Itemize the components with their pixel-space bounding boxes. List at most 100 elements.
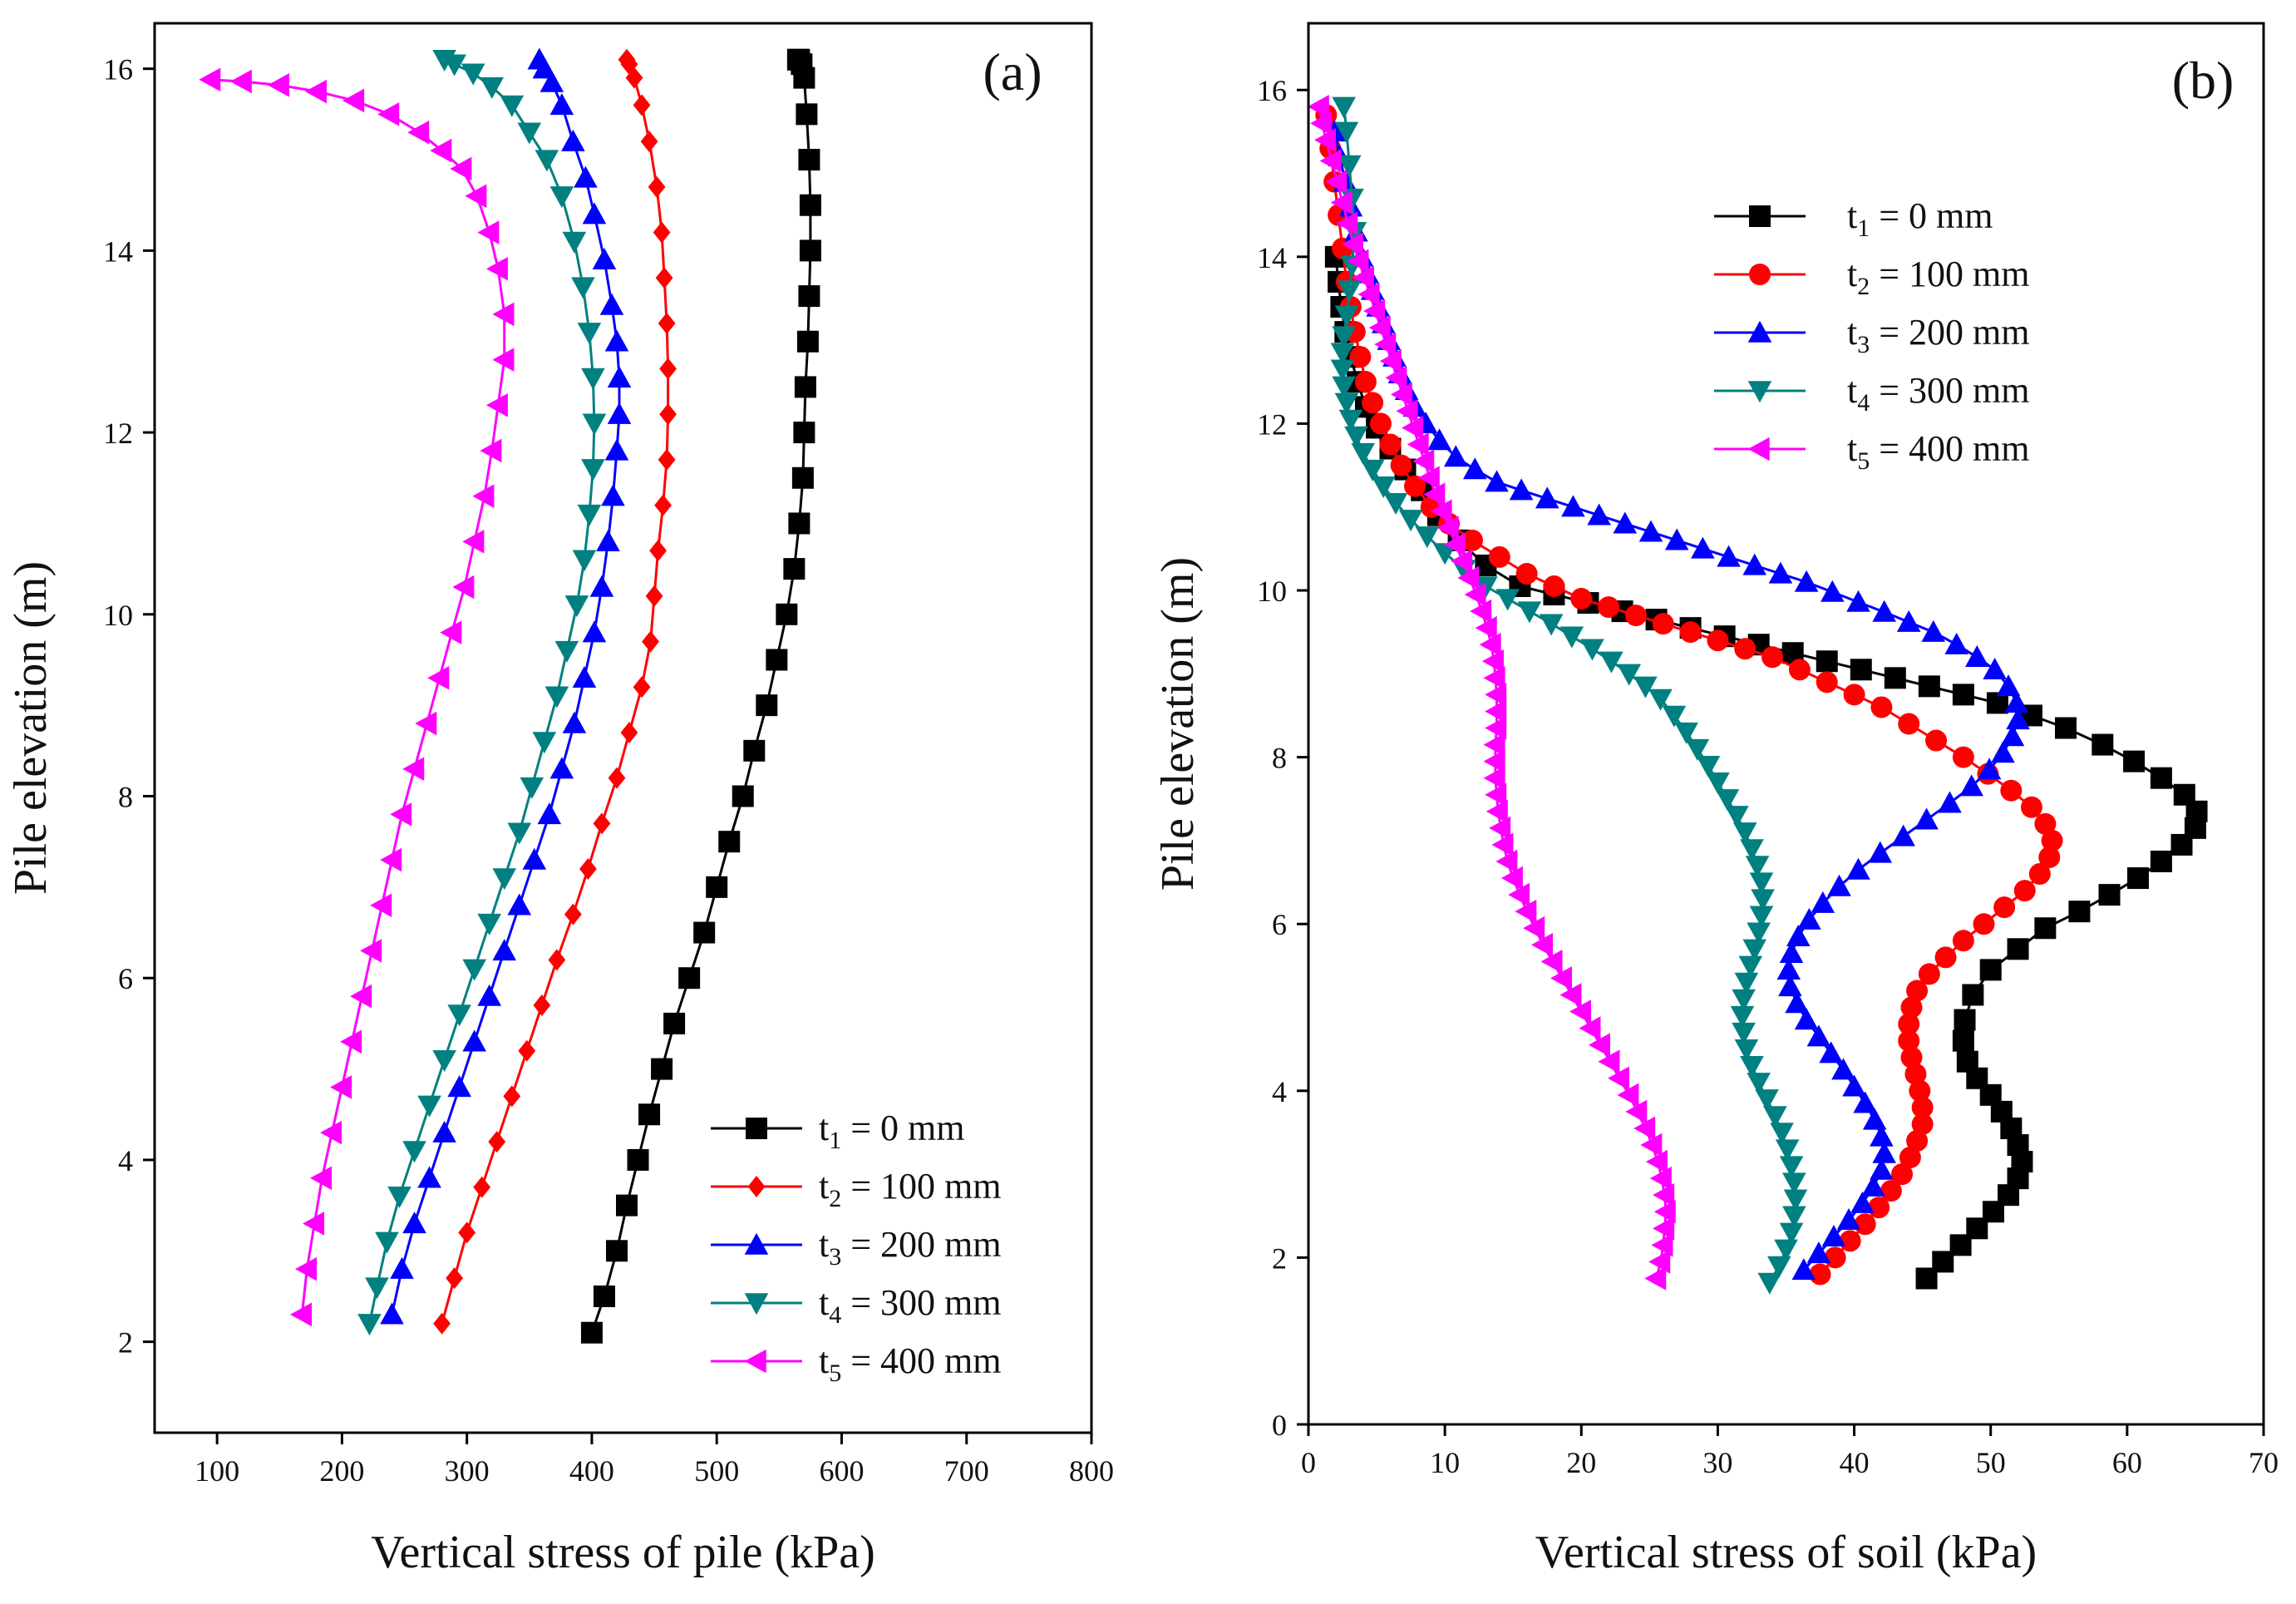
data-point xyxy=(1952,746,1974,768)
data-point xyxy=(654,494,672,516)
data-point xyxy=(1952,930,1974,952)
data-point xyxy=(574,165,598,188)
y-tick-label: 6 xyxy=(118,962,133,995)
data-point xyxy=(1569,999,1591,1024)
data-point xyxy=(1483,733,1505,757)
data-point xyxy=(581,368,605,390)
data-point xyxy=(2126,867,2149,890)
data-point xyxy=(756,694,778,717)
data-point xyxy=(593,812,611,835)
data-point xyxy=(1645,1149,1668,1174)
data-point xyxy=(1821,580,1845,602)
data-point xyxy=(1325,170,1348,194)
data-point xyxy=(1390,382,1412,407)
data-point xyxy=(645,585,663,607)
data-point xyxy=(1307,94,1329,119)
data-point xyxy=(1402,416,1424,440)
data-point xyxy=(1417,466,1440,490)
legend-item-t4: t4 = 300 mm xyxy=(711,1282,1002,1329)
data-point xyxy=(1443,532,1466,557)
data-point xyxy=(649,540,667,562)
data-point xyxy=(1485,470,1509,492)
series-line xyxy=(1341,106,1797,1284)
data-point xyxy=(533,994,551,1017)
series-t1 xyxy=(580,48,821,1344)
data-point xyxy=(1599,651,1623,674)
data-point xyxy=(1850,659,1872,681)
data-point xyxy=(1938,791,1962,813)
data-point xyxy=(1461,529,1483,551)
data-point xyxy=(1786,924,1811,946)
data-point xyxy=(1725,806,1749,828)
data-point xyxy=(642,630,659,653)
data-point xyxy=(1911,1096,1934,1118)
data-point xyxy=(1559,626,1584,649)
legend-item-t3: t3 = 200 mm xyxy=(711,1224,1002,1271)
panel-a-y-axis-title: Pile elevation (m) xyxy=(5,561,57,895)
data-point xyxy=(1483,666,1505,690)
data-point xyxy=(1310,111,1333,136)
data-point xyxy=(1896,610,1921,632)
data-point xyxy=(472,484,495,508)
data-point xyxy=(330,1075,352,1099)
data-point xyxy=(601,484,625,506)
series-t1 xyxy=(1324,245,2208,1290)
panel-a-plot-frame xyxy=(153,22,1093,1434)
data-point xyxy=(1811,891,1835,913)
y-tick-label: 0 xyxy=(1272,1409,1287,1442)
data-point xyxy=(485,256,508,281)
data-point xyxy=(507,822,532,845)
data-point xyxy=(1379,433,1402,456)
data-point xyxy=(462,1029,486,1052)
legend-marker xyxy=(744,1293,769,1315)
data-point xyxy=(1430,499,1452,524)
data-point xyxy=(1638,520,1663,542)
data-point xyxy=(1559,983,1582,1007)
data-point xyxy=(1732,1022,1756,1044)
data-point xyxy=(549,93,574,116)
data-point xyxy=(593,1285,615,1307)
data-point xyxy=(1396,399,1418,423)
data-point xyxy=(1500,866,1523,891)
data-point xyxy=(1979,959,2002,981)
data-point xyxy=(1749,872,1774,895)
panel-b-y-axis-title: Pile elevation (m) xyxy=(1152,557,1204,891)
data-point xyxy=(1360,459,1385,481)
y-tick-label: 2 xyxy=(118,1326,133,1360)
data-point xyxy=(402,757,425,782)
data-point xyxy=(572,666,597,688)
data-point xyxy=(1853,1091,1878,1113)
data-point xyxy=(1782,1206,1806,1228)
x-tick-label: 600 xyxy=(819,1454,864,1488)
panel-b-plot-frame xyxy=(1307,22,2265,1426)
legend-item-t5: t5 = 400 mm xyxy=(1714,428,2030,475)
data-point xyxy=(1816,650,1838,673)
data-point xyxy=(616,1194,638,1217)
data-point xyxy=(1625,1099,1648,1124)
data-point xyxy=(1515,899,1537,924)
data-point xyxy=(1706,772,1730,795)
y-tick-label: 2 xyxy=(1272,1241,1287,1275)
data-point xyxy=(2173,783,2195,806)
data-point xyxy=(1993,896,2016,919)
data-point xyxy=(1579,1016,1601,1040)
data-point xyxy=(267,73,289,97)
data-point xyxy=(532,732,557,754)
data-point xyxy=(492,348,515,372)
data-point xyxy=(1332,326,1356,348)
data-point xyxy=(1349,346,1372,368)
data-point xyxy=(1462,457,1487,480)
data-point xyxy=(1742,553,1767,575)
data-point xyxy=(658,312,676,334)
data-point xyxy=(1768,561,1793,584)
data-point xyxy=(1751,889,1775,911)
data-point xyxy=(1918,963,1940,985)
data-point xyxy=(1491,832,1514,857)
panel-a-x-axis-title: Vertical stress of pile (kPa) xyxy=(371,1527,875,1578)
data-point xyxy=(1338,409,1363,432)
legend-label: t3 = 200 mm xyxy=(819,1224,1002,1271)
data-point xyxy=(798,149,820,171)
data-point xyxy=(1819,1041,1843,1064)
data-point xyxy=(2054,717,2077,739)
data-point xyxy=(427,666,450,690)
